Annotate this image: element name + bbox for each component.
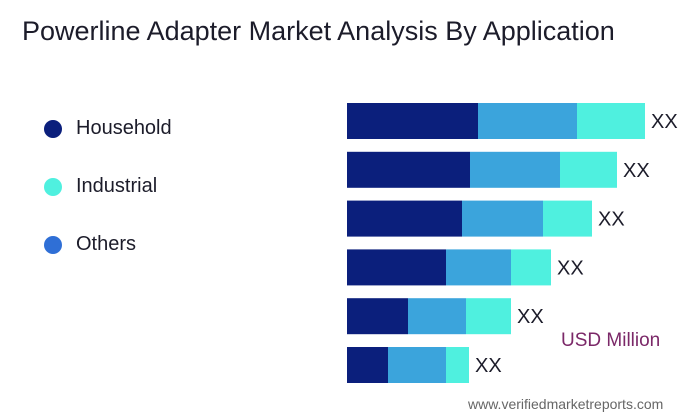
bar-segment-others [388,347,446,383]
bar-segment-industrial [560,151,617,188]
legend-dot-household [44,119,62,138]
bar-segment-industrial [511,249,551,286]
bar-segment-others [446,249,511,286]
legend-label: Others [76,233,137,255]
legend-label: Household [76,117,172,139]
bar-segment-household [347,249,446,286]
data-label: XX [557,257,584,279]
legend-dot-industrial [44,177,62,196]
bar-segment-household [347,298,408,335]
unit-label: USD Million [561,330,661,351]
bar-segment-household [347,347,388,383]
chart-title: Powerline Adapter Market Analysis By App… [22,16,615,46]
legend-item-others: Others [44,233,136,256]
bar-segment-others [462,200,543,237]
bar-segment-household [347,151,470,188]
source-text: www.verifiedmarketreports.com [468,396,664,412]
bar-segment-others [470,151,560,188]
bar-segment-industrial [446,347,469,383]
legend-dot-others [44,235,62,254]
data-label: XX [651,111,678,133]
bar-segment-household [347,200,462,237]
data-label: XX [598,209,625,231]
bar-segment-others [478,103,577,139]
bar-segment-industrial [466,298,511,335]
legend-label: Industrial [76,175,158,197]
legend-item-industrial: Industrial [44,175,157,198]
legend-item-household: Household [44,117,172,140]
bar-segment-household [347,103,478,139]
bar-segment-industrial [577,103,645,139]
data-label: XX [623,160,650,182]
bar-segment-others [408,298,466,335]
data-label: XX [517,306,544,328]
data-label: XX [475,355,502,377]
bar-segment-industrial [543,200,592,237]
